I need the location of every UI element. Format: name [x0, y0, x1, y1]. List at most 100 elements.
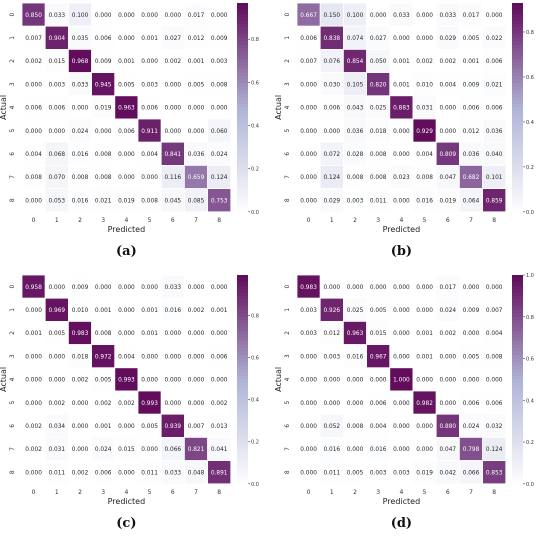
cell-value-label: 0.798 — [463, 447, 480, 453]
colorbar-segment — [512, 152, 523, 157]
colorbar-segment — [512, 27, 523, 32]
cell-value-label: 0.821 — [188, 447, 205, 453]
cell-value-label: 0.022 — [486, 36, 503, 42]
cell-value-label: 0.000 — [48, 354, 65, 360]
colorbar-segment — [237, 372, 248, 377]
cell-value-label: 0.012 — [188, 36, 205, 42]
cell-value-label: 0.021 — [486, 82, 503, 88]
cell-value-label: 0.012 — [323, 331, 340, 337]
colorbar-segment — [512, 145, 523, 150]
cell-value-label: 0.841 — [164, 152, 181, 158]
x-tick-label: 5 — [423, 217, 427, 224]
colorbar-segment — [512, 23, 523, 28]
x-tick-label: 2 — [353, 217, 357, 224]
colorbar-segment — [512, 20, 523, 25]
cell-value-label: 0.017 — [439, 285, 456, 291]
cell-value-label: 0.035 — [72, 36, 89, 42]
cell-value-label: 0.001 — [416, 331, 433, 337]
colorbar-segment — [512, 170, 523, 175]
colorbar-segment — [512, 117, 523, 122]
cell-value-label: 0.003 — [48, 82, 65, 88]
cell-value-label: 0.003 — [300, 331, 317, 337]
colorbar-segment — [237, 135, 248, 140]
x-tick-label: 4 — [124, 489, 128, 496]
y-tick-label: 5 — [9, 401, 16, 405]
cell-value-label: 0.031 — [416, 106, 433, 112]
y-tick-label: 6 — [9, 152, 16, 156]
colorbar-segment — [237, 292, 248, 297]
colorbar-segment — [237, 327, 248, 332]
cell-value-label: 0.019 — [416, 470, 433, 476]
colorbar-segment — [237, 76, 248, 81]
x-tick-label: 7 — [469, 489, 473, 496]
colorbar-segment — [237, 149, 248, 154]
colorbar-segment — [237, 163, 248, 168]
cell-value-label: 0.002 — [72, 470, 89, 476]
cell-value-label: 0.006 — [48, 106, 65, 112]
colorbar-segment — [512, 407, 523, 412]
cell-value-label: 0.000 — [323, 401, 340, 407]
colorbar-segment — [512, 3, 523, 7]
cell-value-label: 0.667 — [300, 13, 317, 19]
cell-value-label: 0.027 — [370, 36, 387, 42]
cell-value-label: 0.009 — [463, 308, 480, 314]
cell-value-label: 0.854 — [347, 59, 364, 65]
x-tick-label: 7 — [194, 489, 198, 496]
cell-value-label: 0.001 — [393, 82, 410, 88]
cell-value-label: 0.016 — [72, 152, 89, 158]
colorbar-segment — [237, 386, 248, 391]
colorbar-tick-label: 0.8 — [251, 314, 259, 320]
colorbar-segment — [237, 476, 248, 481]
colorbar-segment — [237, 173, 248, 178]
y-tick-label: 7 — [284, 447, 291, 451]
cell-value-label: 0.006 — [211, 354, 228, 360]
colorbar-segment — [512, 302, 523, 307]
cell-value-label: 0.066 — [164, 447, 181, 453]
y-tick-label: 8 — [9, 198, 16, 202]
cell-value-label: 0.052 — [323, 424, 340, 430]
y-tick-label: 5 — [284, 401, 291, 405]
cell-value-label: 0.024 — [72, 129, 89, 135]
cell-value-label: 0.005 — [48, 331, 65, 337]
colorbar-segment — [237, 177, 248, 181]
colorbar-segment — [512, 313, 523, 318]
cell-value-label: 0.000 — [416, 285, 433, 291]
y-tick-label: 0 — [284, 13, 291, 17]
colorbar-segment — [512, 156, 523, 161]
cell-value-label: 0.005 — [118, 82, 135, 88]
cell-value-label: 0.008 — [95, 331, 112, 337]
colorbar-segment — [512, 428, 523, 433]
colorbar-segment — [237, 30, 248, 35]
cell-value-label: 0.016 — [416, 198, 433, 204]
colorbar-segment — [237, 44, 248, 49]
y-tick-label: 1 — [9, 36, 16, 40]
cell-value-label: 0.000 — [486, 378, 503, 384]
cell-value-label: 0.000 — [347, 447, 364, 453]
cell-value-label: 0.000 — [188, 378, 205, 384]
cell-value-label: 0.859 — [486, 198, 503, 204]
colorbar-segment — [512, 107, 523, 112]
colorbar-tick-label: 0.2 — [251, 440, 259, 446]
cell-value-label: 0.000 — [463, 378, 480, 384]
cell-value-label: 0.006 — [323, 106, 340, 112]
colorbar-segment — [237, 6, 248, 11]
cell-value-label: 0.016 — [72, 198, 89, 204]
cell-value-label: 0.000 — [25, 401, 42, 407]
colorbar-segment — [237, 34, 248, 39]
cell-value-label: 0.050 — [370, 59, 387, 65]
cell-value-label: 1.000 — [393, 378, 410, 384]
y-axis-label: Actual — [0, 95, 8, 120]
colorbar-segment — [512, 400, 523, 405]
colorbar-tick-label: 0.6 — [526, 357, 534, 363]
colorbar-segment — [237, 194, 248, 199]
colorbar-segment — [237, 407, 248, 412]
heatmap-cell — [482, 188, 507, 213]
colorbar-segment — [237, 72, 248, 77]
y-tick-label: 3 — [284, 354, 291, 358]
cell-value-label: 0.982 — [416, 401, 433, 407]
colorbar-tick-label: 0.4 — [251, 398, 259, 404]
cell-value-label: 0.000 — [416, 447, 433, 453]
cell-value-label: 0.033 — [48, 13, 65, 19]
y-tick-label: 6 — [9, 424, 16, 428]
cell-value-label: 0.008 — [347, 175, 364, 181]
